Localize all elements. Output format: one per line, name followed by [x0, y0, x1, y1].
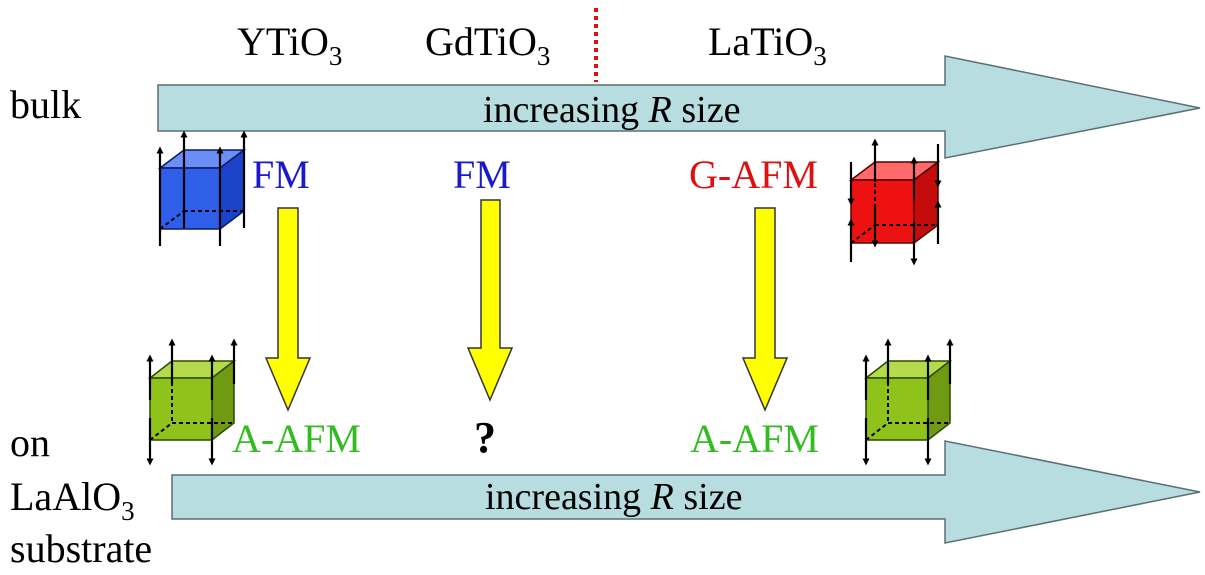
- compound-ytio3: YTiO3: [237, 19, 342, 71]
- cube-fm-bulk: [156, 130, 248, 246]
- film-order-ytio3: A-AFM: [232, 416, 361, 461]
- cube-aafm-film-right: [862, 338, 954, 466]
- row-label-substrate: substrate: [10, 526, 152, 571]
- transition-arrow-ytio3: [264, 207, 312, 412]
- compound-gdtio3: GdTiO3: [425, 19, 550, 71]
- transition-arrow-latio3: [741, 207, 789, 412]
- bulk-order-ytio3: FM: [252, 152, 310, 197]
- film-order-latio3: A-AFM: [690, 416, 819, 461]
- film-size-arrow: [171, 440, 1201, 544]
- row-label-substrate-compound: LaAlO3: [10, 474, 135, 526]
- bulk-arrow-text: increasing R size: [483, 89, 740, 131]
- film-order-gdtio3-unknown: ?: [474, 413, 496, 462]
- cube-aafm-film-left: [146, 338, 238, 466]
- transition-arrow-gdtio3: [466, 199, 514, 402]
- row-label-bulk: bulk: [10, 82, 81, 127]
- compound-latio3: LaTiO3: [708, 19, 827, 71]
- cube-gafm-bulk: [847, 138, 942, 266]
- bulk-order-latio3: G-AFM: [689, 152, 818, 197]
- row-label-on: on: [10, 420, 50, 465]
- bulk-order-gdtio3: FM: [453, 152, 511, 197]
- bulk-size-arrow: [157, 55, 1201, 159]
- film-arrow-text: increasing R size: [485, 476, 742, 518]
